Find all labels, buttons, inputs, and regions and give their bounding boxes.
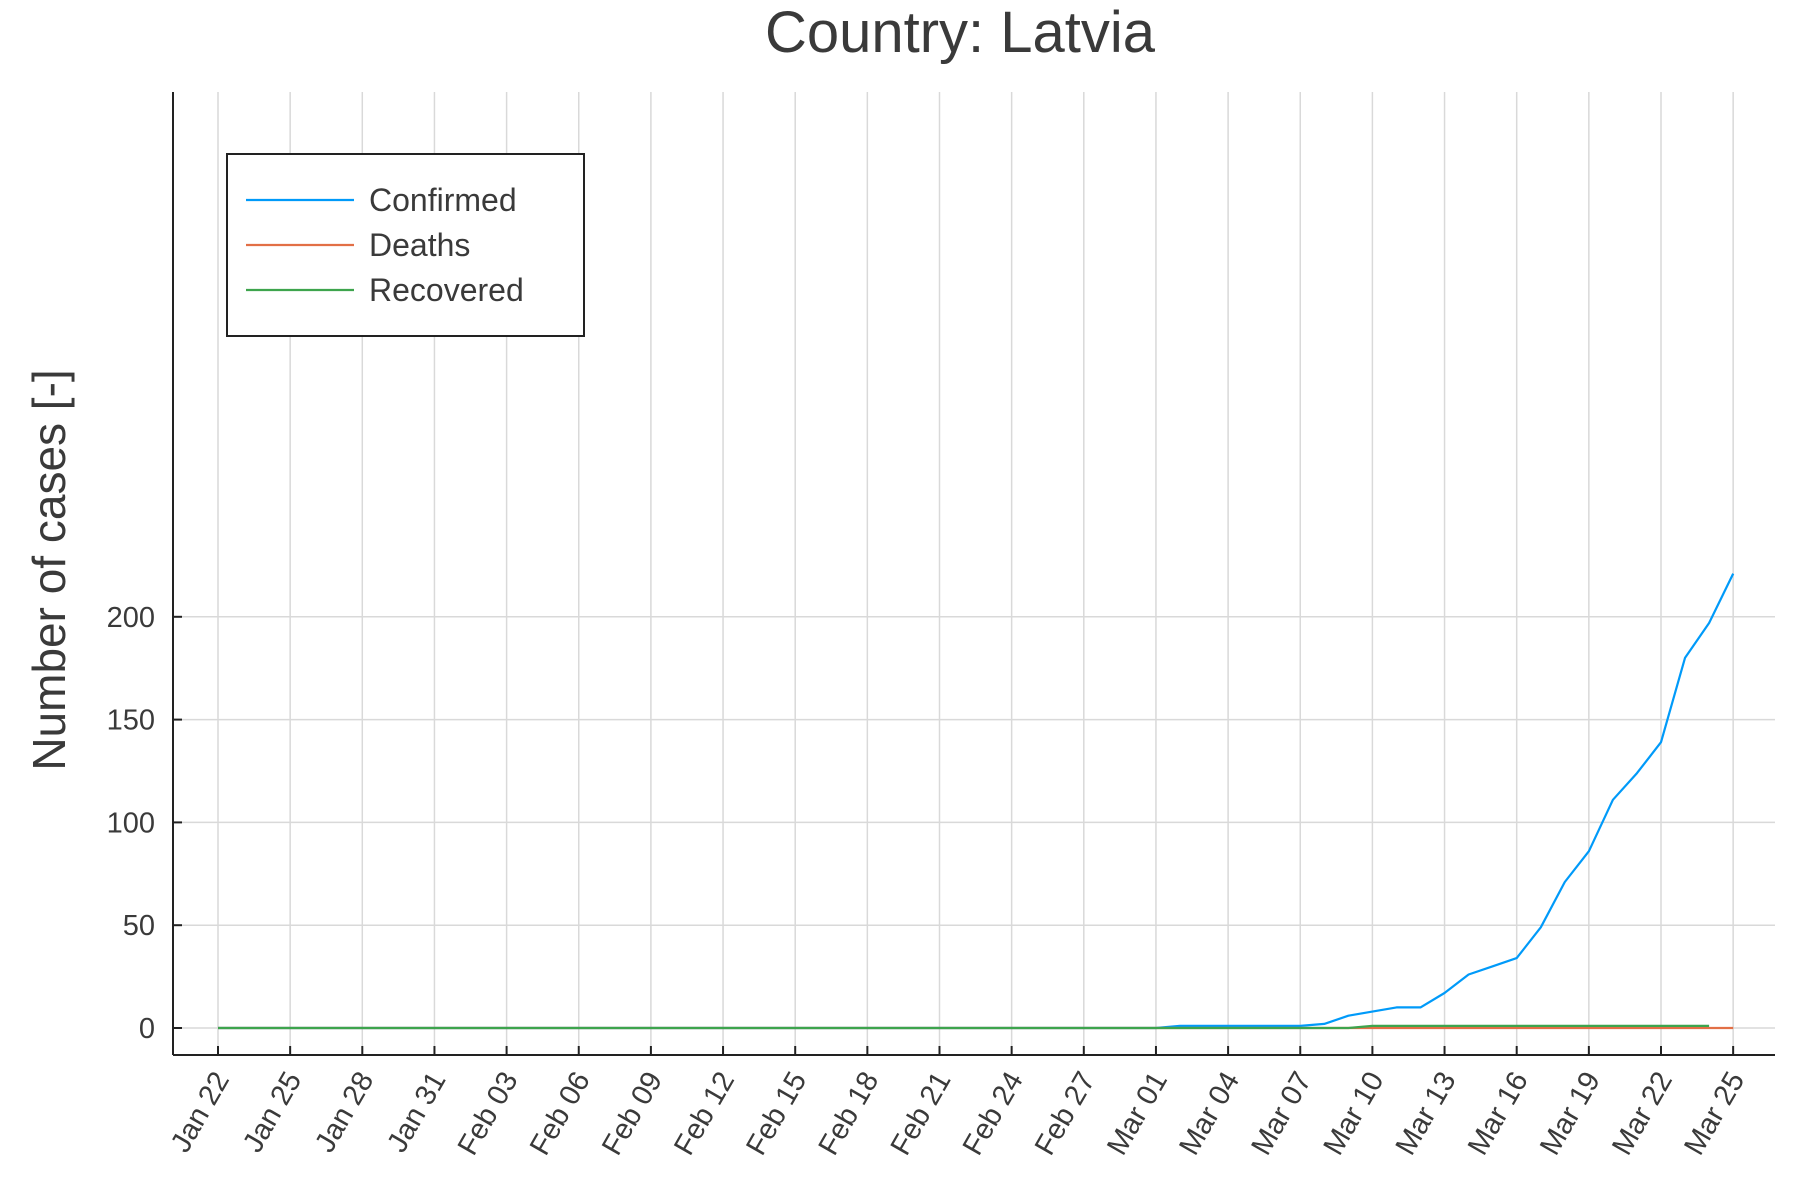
x-tick-label: Feb 12 (668, 1067, 741, 1161)
x-tick-label: Mar 07 (1245, 1067, 1318, 1161)
legend: Confirmed Deaths Recovered (226, 153, 585, 337)
y-tick-label: 200 (107, 602, 155, 634)
legend-label: Deaths (369, 227, 470, 263)
y-tick-label: 0 (139, 1013, 155, 1045)
x-tick-label: Jan 31 (381, 1067, 452, 1158)
x-tick-label: Mar 25 (1678, 1067, 1751, 1161)
tick-labels: Jan 22 Jan 25 Jan 28 Jan 31 Feb 03 Feb 06 Feb … (107, 602, 1752, 1161)
chart-title: Country: Latvia (765, 0, 1156, 65)
x-tick-label: Feb 15 (740, 1067, 813, 1161)
x-tick-label: Feb 06 (524, 1067, 597, 1161)
y-axis-label: Number of cases [-] (23, 369, 75, 770)
x-tick-label: Mar 01 (1101, 1067, 1174, 1161)
axes (172, 92, 1775, 1056)
x-tick-label: Mar 13 (1390, 1067, 1463, 1161)
x-tick-label: Mar 10 (1318, 1067, 1391, 1161)
series-line-recovered (218, 1024, 1710, 1030)
x-tick-label: Jan 25 (237, 1067, 308, 1158)
x-tick-label: Mar 16 (1462, 1067, 1535, 1161)
series-line-confirmed (218, 573, 1735, 1030)
series-lines (218, 573, 1735, 1030)
legend-label: Recovered (369, 272, 524, 308)
x-tick-label: Mar 04 (1173, 1067, 1246, 1161)
x-tick-label: Jan 28 (309, 1067, 380, 1158)
x-tick-label: Feb 18 (813, 1067, 886, 1161)
x-tick-label: Feb 03 (452, 1067, 525, 1161)
y-tick-label: 50 (123, 910, 155, 942)
x-tick-label: Jan 22 (165, 1067, 236, 1158)
x-tick-label: Feb 09 (596, 1067, 669, 1161)
x-tick-label: Feb 24 (957, 1067, 1030, 1161)
legend-label: Confirmed (369, 182, 517, 218)
y-tick-label: 100 (107, 807, 155, 839)
x-tick-label: Mar 19 (1534, 1067, 1607, 1161)
y-tick-label: 150 (107, 705, 155, 737)
x-tick-label: Feb 27 (1029, 1067, 1102, 1161)
x-tick-label: Feb 21 (885, 1067, 958, 1161)
x-tick-label: Mar 22 (1606, 1067, 1679, 1161)
